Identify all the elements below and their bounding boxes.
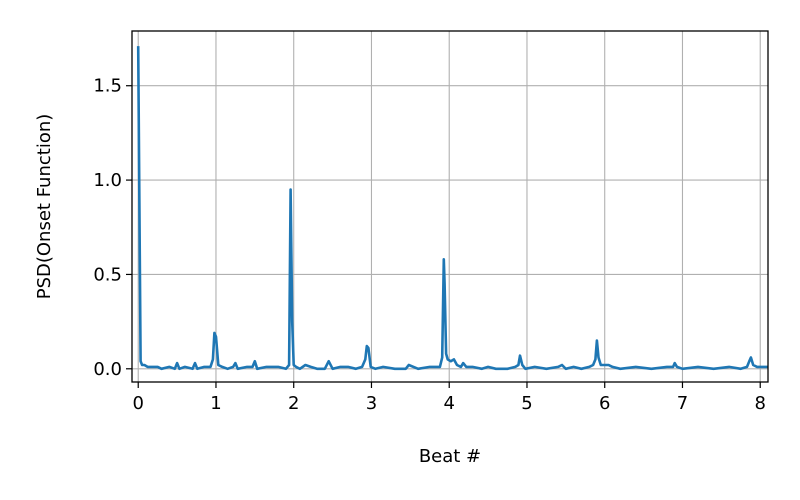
plot-frame <box>131 30 769 383</box>
y-axis: 0.0 0.5 1.0 1.5 <box>93 76 132 380</box>
x-tick-label: 5 <box>521 393 532 414</box>
series-line <box>136 46 768 371</box>
y-axis-label: PSD(Onset Function) <box>34 114 55 300</box>
x-tick-label: 7 <box>677 393 688 414</box>
y-tick-label: 0.0 <box>93 359 122 380</box>
x-tick-label: 3 <box>366 393 377 414</box>
x-tick-label: 0 <box>132 393 143 414</box>
x-tick-label: 4 <box>443 393 454 414</box>
series-layer <box>136 46 768 371</box>
y-tick-label: 1.0 <box>93 170 122 191</box>
grid <box>132 31 768 382</box>
x-tick-label: 8 <box>754 393 765 414</box>
y-tick-label: 1.5 <box>93 76 122 97</box>
y-tick-label: 0.5 <box>93 264 122 285</box>
x-tick-label: 1 <box>210 393 221 414</box>
x-axis: 0 1 2 3 4 5 6 7 8 <box>132 382 766 414</box>
x-tick-label: 6 <box>599 393 610 414</box>
x-axis-label: Beat # <box>419 446 481 467</box>
x-tick-label: 2 <box>288 393 299 414</box>
